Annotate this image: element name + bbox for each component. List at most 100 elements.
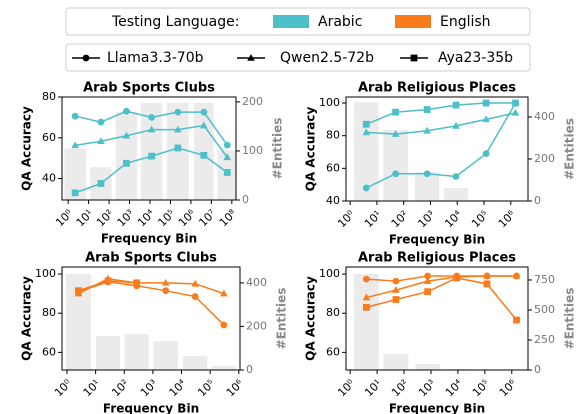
x-tick-label: 10³ — [115, 207, 137, 229]
marker — [362, 128, 371, 136]
marker — [392, 296, 400, 303]
marker — [220, 321, 228, 329]
marker — [512, 99, 519, 107]
y2-axis-label: #Entities — [563, 288, 577, 350]
marker — [82, 54, 90, 62]
marker — [511, 108, 520, 116]
marker — [410, 54, 418, 62]
marker — [104, 277, 112, 285]
y2-tick-label: 0 — [534, 363, 541, 376]
marker — [162, 287, 170, 295]
bar — [383, 129, 408, 201]
marker — [362, 303, 370, 311]
y-tick-label: 100 — [319, 96, 340, 109]
marker — [161, 278, 170, 286]
x-tick-label: 10³ — [138, 377, 160, 399]
marker — [200, 151, 208, 159]
axes-frame — [345, 266, 529, 371]
marker — [191, 293, 199, 300]
marker — [483, 272, 491, 279]
bar — [473, 199, 499, 201]
y2-tick-label: 400 — [246, 276, 267, 289]
x-tick-label: 10⁰ — [53, 207, 76, 230]
bar — [211, 366, 236, 370]
bar — [194, 102, 214, 200]
y2-tick-label: 0 — [246, 363, 253, 376]
axes-frame — [61, 96, 237, 201]
y2-axis-label: #Entities — [271, 118, 285, 180]
marker — [174, 125, 182, 133]
bar — [415, 363, 440, 370]
marker — [452, 121, 460, 129]
marker — [424, 288, 432, 296]
marker — [147, 125, 156, 133]
y2-tick-label: 250 — [534, 333, 555, 346]
chart-title: Arab Religious Places — [358, 81, 516, 96]
x-tick-label: 10⁸ — [217, 207, 240, 230]
x-tick-label: 10⁶ — [496, 208, 519, 231]
x-tick-label: 10² — [94, 207, 116, 229]
x-tick-label: 10⁵ — [155, 207, 177, 229]
bar — [115, 111, 137, 200]
x-tick-label: 10³ — [415, 208, 437, 230]
x-axis-label: Frequency Bin — [101, 232, 197, 246]
x-tick-label: 10⁵ — [195, 377, 217, 399]
x-tick-label: 10⁴ — [135, 207, 158, 230]
x-tick-label: 10⁷ — [196, 207, 218, 229]
y2-tick-label: 200 — [246, 319, 267, 332]
y-tick-label: 60 — [42, 345, 56, 358]
marker — [191, 279, 200, 287]
x-axis-label: Frequency Bin — [103, 402, 199, 414]
x-tick-label: 10³ — [416, 377, 438, 399]
marker — [362, 275, 370, 283]
legend-label: Aya23-35b — [438, 50, 513, 66]
x-tick-label: 10⁴ — [442, 208, 465, 231]
marker — [133, 279, 141, 287]
bar — [183, 356, 208, 370]
marker — [392, 277, 400, 285]
legend-swatch — [395, 15, 431, 28]
y-tick-label: 80 — [42, 90, 56, 103]
x-axis-label: Frequency Bin — [389, 402, 485, 414]
model-legend-box — [65, 43, 531, 72]
y-tick-label: 100 — [35, 267, 56, 280]
x-tick-label: 10¹ — [362, 208, 384, 230]
marker — [122, 159, 130, 167]
marker — [148, 113, 156, 121]
marker — [220, 289, 228, 297]
y2-tick-label: 200 — [242, 95, 263, 108]
marker — [392, 170, 400, 178]
x-tick-label: 10² — [389, 208, 411, 230]
marker — [423, 126, 431, 134]
x-tick-label: 10⁰ — [335, 377, 358, 400]
y2-tick-label: 400 — [534, 110, 555, 123]
y-tick-label: 40 — [326, 194, 340, 207]
y2-axis-label: #Entities — [275, 288, 289, 350]
axes-frame — [61, 266, 241, 371]
legend-label: English — [440, 14, 491, 30]
y2-axis-label: #Entities — [563, 118, 577, 180]
marker — [71, 112, 79, 120]
x-tick-label: 10⁶ — [224, 377, 247, 400]
marker — [452, 101, 460, 109]
chart-title: Arab Religious Places — [358, 251, 516, 266]
marker — [483, 280, 491, 288]
marker — [513, 316, 520, 324]
x-tick-label: 10⁶ — [176, 207, 199, 230]
marker — [223, 153, 232, 161]
marker — [74, 287, 82, 295]
bar — [95, 336, 121, 370]
x-tick-label: 10⁵ — [470, 377, 492, 399]
y2-tick-label: 200 — [534, 152, 555, 165]
marker — [174, 108, 182, 116]
plot-area — [353, 273, 528, 370]
axes-frame — [345, 96, 529, 202]
marker — [200, 108, 208, 116]
marker — [423, 170, 431, 178]
y2-tick-label: 500 — [534, 303, 555, 316]
marker — [174, 144, 182, 152]
series-line — [78, 277, 225, 295]
bar — [443, 187, 469, 201]
marker — [453, 274, 461, 282]
marker — [423, 106, 431, 113]
